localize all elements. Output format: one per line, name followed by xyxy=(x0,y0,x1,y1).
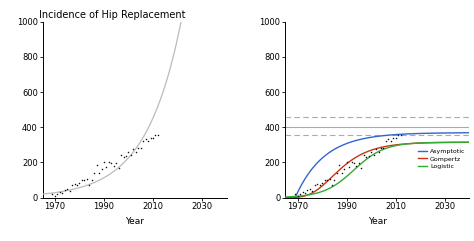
Point xyxy=(112,161,120,165)
Point xyxy=(49,192,56,196)
Point xyxy=(154,134,162,137)
Point xyxy=(321,178,328,182)
Point xyxy=(309,189,316,193)
Point xyxy=(132,150,140,154)
Point xyxy=(51,194,59,198)
Legend: Asymptotic, Gompertz, Logistic: Asymptotic, Gompertz, Logistic xyxy=(416,146,468,172)
Point xyxy=(139,140,147,143)
Point xyxy=(292,192,299,196)
Point xyxy=(365,154,373,158)
Point xyxy=(127,153,135,157)
Point xyxy=(367,150,375,154)
Point xyxy=(120,155,128,159)
Point xyxy=(301,191,309,195)
Point xyxy=(316,183,323,187)
Point xyxy=(81,178,88,182)
Point xyxy=(370,153,377,157)
X-axis label: Year: Year xyxy=(125,217,144,226)
Point xyxy=(76,181,83,185)
Point xyxy=(299,190,306,194)
Point xyxy=(294,194,301,198)
Point xyxy=(78,178,86,182)
Point xyxy=(98,167,105,171)
Point xyxy=(83,177,91,181)
Point xyxy=(343,160,350,164)
Point xyxy=(115,166,122,170)
Point xyxy=(66,189,73,193)
Point xyxy=(102,165,110,169)
Point xyxy=(147,136,155,140)
Point xyxy=(306,187,314,191)
Point xyxy=(350,161,358,165)
Point xyxy=(108,161,115,165)
Point xyxy=(346,165,353,169)
Point xyxy=(85,183,93,187)
Point xyxy=(125,150,132,154)
Point xyxy=(375,150,383,154)
Point xyxy=(56,190,64,194)
Point xyxy=(348,160,356,164)
Point xyxy=(149,136,157,140)
Point xyxy=(144,139,152,143)
Point xyxy=(328,183,336,187)
Point xyxy=(319,181,326,185)
Point xyxy=(64,187,71,191)
Point xyxy=(68,183,76,187)
Point xyxy=(387,139,394,143)
Point xyxy=(384,137,392,141)
Point xyxy=(392,136,400,140)
Point xyxy=(73,183,81,187)
Point xyxy=(357,166,365,170)
Point xyxy=(363,155,370,159)
Point xyxy=(372,147,380,151)
Point xyxy=(61,188,69,192)
Point xyxy=(397,134,404,137)
Point xyxy=(333,171,341,175)
Point xyxy=(360,153,368,157)
Point xyxy=(340,167,348,171)
Point xyxy=(353,164,360,167)
Point xyxy=(355,161,363,165)
Point xyxy=(88,179,95,182)
Point xyxy=(311,183,319,187)
Point xyxy=(394,133,402,137)
X-axis label: Year: Year xyxy=(368,217,387,226)
Point xyxy=(93,163,100,167)
Point xyxy=(313,182,321,186)
Point xyxy=(100,160,108,164)
Point xyxy=(323,178,331,182)
Text: Incidence of Hip Replacement: Incidence of Hip Replacement xyxy=(39,10,185,20)
Point xyxy=(105,160,113,164)
Point xyxy=(95,171,103,175)
Point xyxy=(135,147,142,150)
Point xyxy=(377,147,385,150)
Point xyxy=(91,171,98,175)
Point xyxy=(296,192,304,196)
Point xyxy=(380,146,387,150)
Point xyxy=(71,182,78,186)
Point xyxy=(122,154,130,158)
Point xyxy=(58,191,66,195)
Point xyxy=(304,188,311,192)
Point xyxy=(142,137,149,141)
Point xyxy=(338,171,346,175)
Point xyxy=(129,147,137,151)
Point xyxy=(152,133,159,137)
Point xyxy=(137,146,145,150)
Point xyxy=(331,179,338,182)
Point xyxy=(390,136,397,140)
Point xyxy=(118,153,125,157)
Point xyxy=(54,192,61,196)
Point xyxy=(336,163,343,167)
Point xyxy=(326,177,333,181)
Point xyxy=(382,140,390,143)
Point xyxy=(110,164,118,167)
